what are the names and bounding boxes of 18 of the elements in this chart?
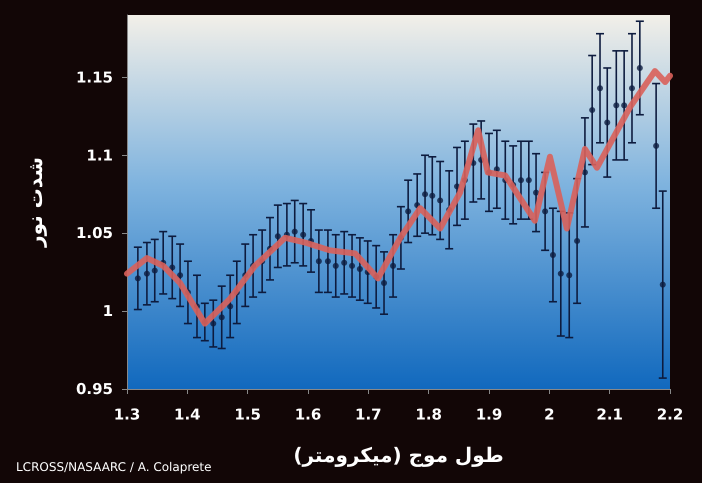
text: LCROSS/NASAARC / A. Colaprete <box>16 460 212 474</box>
x-tick-label: 1.8 <box>415 406 442 424</box>
y-tick-label: 1 <box>102 302 113 320</box>
x-tick-label: 2.1 <box>596 406 623 424</box>
x-tick-label: 2 <box>544 406 555 424</box>
x-tick-label: 1.9 <box>476 406 502 424</box>
x-tick-label: 1.6 <box>294 406 322 424</box>
x-tick-label: 1.7 <box>355 406 382 424</box>
x-tick-label: 1.4 <box>174 406 201 424</box>
x-tick-label: 2.2 <box>656 406 684 424</box>
x-tick-label: 1.5 <box>234 406 261 424</box>
y-axis-title: شدت نور <box>23 157 47 248</box>
y-tick-label: 1.05 <box>76 224 113 242</box>
y-tick-label: 1.1 <box>86 146 113 164</box>
y-tick-label: 0.95 <box>76 380 113 398</box>
x-tick-label: 1.3 <box>114 406 140 424</box>
x-axis-title: طول موج (میکرومتر) <box>293 443 504 467</box>
y-tick-label: 1.15 <box>76 68 113 86</box>
